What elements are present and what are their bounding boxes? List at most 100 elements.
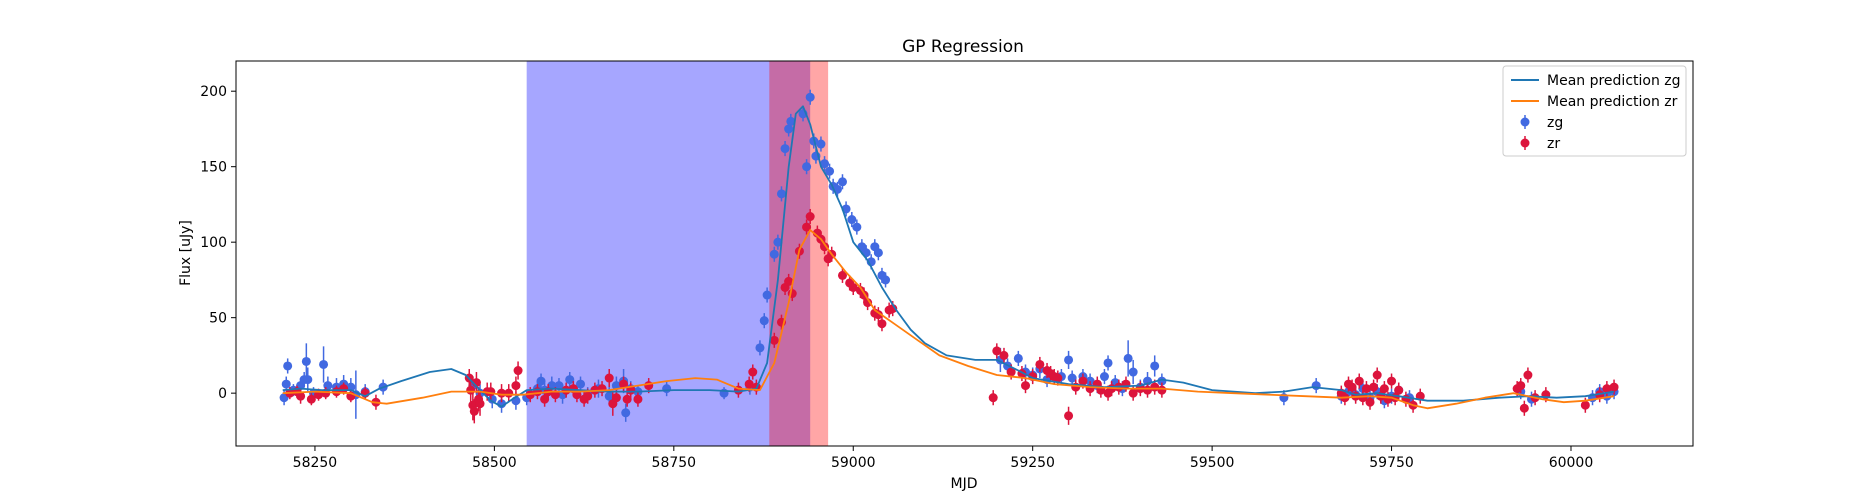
point-zg-81 (1064, 355, 1074, 365)
point-zr-104 (1354, 376, 1364, 386)
point-zg-2 (283, 361, 293, 371)
point-zr-36 (604, 373, 614, 383)
legend-label: zr (1547, 136, 1560, 152)
x-tick-label: 59500 (1190, 455, 1235, 471)
point-zr-98 (1157, 385, 1167, 395)
point-zr-68 (873, 310, 883, 320)
x-axis-label: MJD (951, 476, 978, 492)
point-zr-79 (1035, 359, 1045, 369)
point-zg-82 (1067, 373, 1077, 383)
point-zr-113 (1387, 376, 1397, 386)
line-mean-prediction-zg (282, 105, 1615, 408)
point-zr-2 (296, 391, 306, 401)
point-zg-48 (776, 189, 786, 199)
point-zg-46 (769, 249, 779, 259)
point-zg-54 (805, 92, 815, 102)
point-zr-73 (992, 346, 1002, 356)
x-tick-label: 60000 (1549, 455, 1594, 471)
point-zr-46 (748, 367, 758, 377)
point-zr-84 (1064, 411, 1074, 421)
point-zr-115 (1394, 385, 1404, 395)
point-zg-6 (301, 356, 311, 366)
point-zr-42 (633, 394, 643, 404)
x-tick-label: 59000 (831, 455, 876, 471)
point-zg-27 (554, 381, 564, 391)
point-zg-49 (780, 144, 790, 154)
point-zg-45 (762, 290, 772, 300)
point-zr-120 (1516, 381, 1526, 391)
point-zr-7 (339, 384, 349, 394)
y-tick-label: 50 (209, 311, 227, 327)
point-zr-33 (583, 391, 593, 401)
point-zg-53 (802, 162, 812, 172)
legend-label: Mean prediction zg (1547, 73, 1681, 89)
point-zr-21 (504, 388, 514, 398)
point-zr-26 (540, 394, 550, 404)
point-zr-109 (1372, 370, 1382, 380)
point-zg-86 (1099, 372, 1109, 382)
point-zr-45 (744, 379, 754, 389)
point-zr-122 (1523, 370, 1533, 380)
point-zg-1 (281, 379, 291, 389)
point-zg-58 (820, 159, 830, 169)
point-zg-64 (847, 215, 857, 225)
point-zr-3 (306, 394, 316, 404)
point-zr-77 (1021, 381, 1031, 391)
point-zr-54 (802, 222, 812, 232)
point-zr-58 (820, 242, 830, 252)
point-zg-95 (1157, 376, 1167, 386)
point-zr-22 (511, 381, 521, 391)
point-zg-75 (1013, 353, 1023, 363)
point-zg-34 (604, 391, 614, 401)
point-zg-51 (786, 116, 796, 126)
point-zg-70 (873, 248, 883, 258)
point-zr-12 (466, 385, 476, 395)
point-zr-17 (475, 399, 485, 409)
point-zr-105 (1358, 393, 1368, 403)
point-zr-14 (469, 406, 479, 416)
point-zg-44 (759, 316, 769, 326)
x-tick-label: 58250 (293, 455, 338, 471)
point-zg-19 (487, 394, 497, 404)
point-zg-37 (621, 408, 631, 418)
point-zg-31 (576, 379, 586, 389)
point-zr-61 (837, 270, 847, 280)
point-zr-74 (999, 350, 1009, 360)
legend-label: Mean prediction zr (1547, 94, 1678, 110)
point-zr-38 (611, 393, 621, 403)
point-zr-43 (644, 381, 654, 391)
point-zg-9 (319, 359, 329, 369)
point-zr-48 (769, 335, 779, 345)
point-zg-62 (837, 177, 847, 187)
point-zr-19 (486, 387, 496, 397)
x-tick-label: 59750 (1369, 455, 1414, 471)
legend: Mean prediction zg Mean prediction zr zg zr (1502, 65, 1687, 157)
point-zr-72 (988, 393, 998, 403)
point-zg-97 (1311, 381, 1321, 391)
point-zg-57 (816, 139, 826, 149)
line-mean-prediction-zr (282, 229, 1615, 410)
point-zr-121 (1519, 403, 1529, 413)
point-zg-10 (323, 381, 333, 391)
legend-swatch-point (1520, 117, 1530, 127)
y-tick-label: 150 (200, 160, 227, 176)
point-zr-63 (848, 282, 858, 292)
y-tick-label: 100 (200, 235, 227, 251)
point-zr-69 (877, 319, 887, 329)
point-zg-87 (1103, 358, 1113, 368)
point-zr-23 (513, 366, 523, 376)
point-zr-108 (1369, 382, 1379, 392)
point-zr-55 (805, 212, 815, 222)
point-zr-39 (619, 379, 629, 389)
point-zg-40 (662, 384, 672, 394)
point-zg-43 (755, 343, 765, 353)
x-tick-label: 59250 (1010, 455, 1055, 471)
point-zg-65 (852, 222, 862, 232)
x-tick-label: 58500 (472, 455, 517, 471)
y-axis-label: Flux [uJy] (178, 220, 194, 286)
y-tick-label: 0 (218, 386, 227, 402)
plot-frame (235, 60, 1694, 447)
point-zg-72 (881, 275, 891, 285)
y-tick-label: 200 (200, 84, 227, 100)
point-zg-94 (1150, 361, 1160, 371)
